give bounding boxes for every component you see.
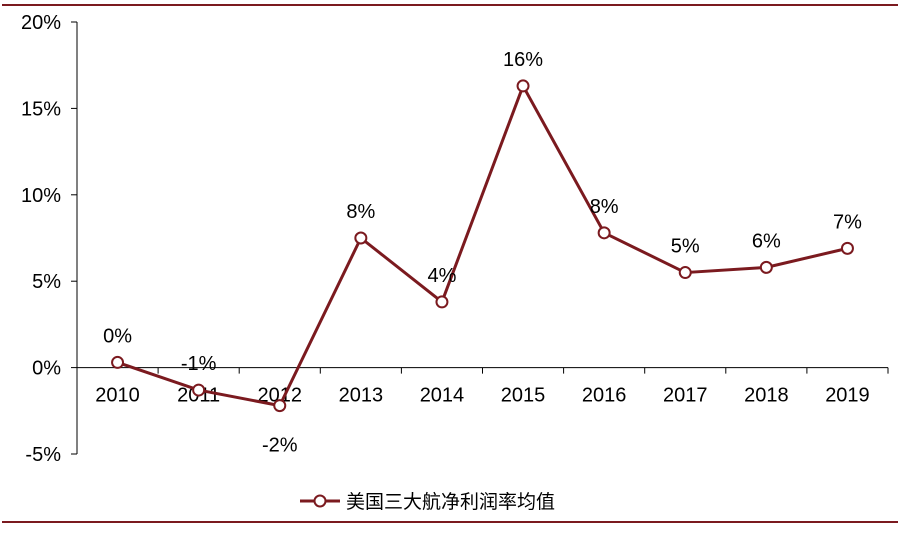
data-label: 4% [427, 265, 456, 287]
data-point-marker [354, 231, 368, 245]
x-tick-label: 2019 [825, 385, 870, 407]
data-label: 7% [833, 211, 862, 233]
y-tick-label: 0% [32, 358, 61, 380]
data-point-marker [597, 226, 611, 240]
x-tick-label: 2016 [582, 385, 627, 407]
data-point-marker [435, 295, 449, 309]
y-tick-label: 10% [21, 185, 61, 207]
data-point-marker [111, 355, 125, 369]
x-tick-label: 2018 [744, 385, 789, 407]
legend-marker [313, 494, 327, 508]
data-point-marker [273, 399, 287, 413]
data-point-marker [192, 383, 206, 397]
labels-layer: 0% -1% -2% 8% 4% 16% 8% 5% 6% 7% [103, 49, 862, 457]
x-tick-label: 2017 [663, 385, 708, 407]
x-tick-label: 2013 [339, 385, 384, 407]
data-label: 6% [752, 230, 781, 252]
series-layer [111, 79, 854, 413]
data-label: 5% [671, 236, 700, 258]
data-point-marker [759, 260, 773, 274]
data-label: -1% [181, 353, 217, 375]
y-tick-label: 15% [21, 98, 61, 120]
series-line [117, 84, 848, 408]
data-label: 16% [503, 49, 543, 71]
y-tick-label: -5% [25, 444, 61, 466]
legend-series-label: 美国三大航净利润率均值 [346, 491, 555, 513]
data-label: -2% [262, 435, 298, 457]
data-label: 8% [590, 196, 619, 218]
x-tick-label: 2014 [420, 385, 465, 407]
y-tick-label: 20% [21, 12, 61, 34]
x-tick-label: 2010 [95, 385, 140, 407]
x-tick-label: 2012 [258, 385, 303, 407]
data-label: 8% [346, 201, 375, 223]
axes-layer: 20%15%10%5%0%-5%201020112012201320142015… [21, 12, 889, 466]
data-point-marker [516, 79, 530, 93]
data-point-marker [840, 241, 854, 255]
x-tick-label: 2015 [501, 385, 546, 407]
legend: 美国三大航净利润率均值 [300, 491, 555, 513]
data-label: 0% [103, 325, 132, 347]
data-point-marker [678, 266, 692, 280]
y-tick-label: 5% [32, 271, 61, 293]
